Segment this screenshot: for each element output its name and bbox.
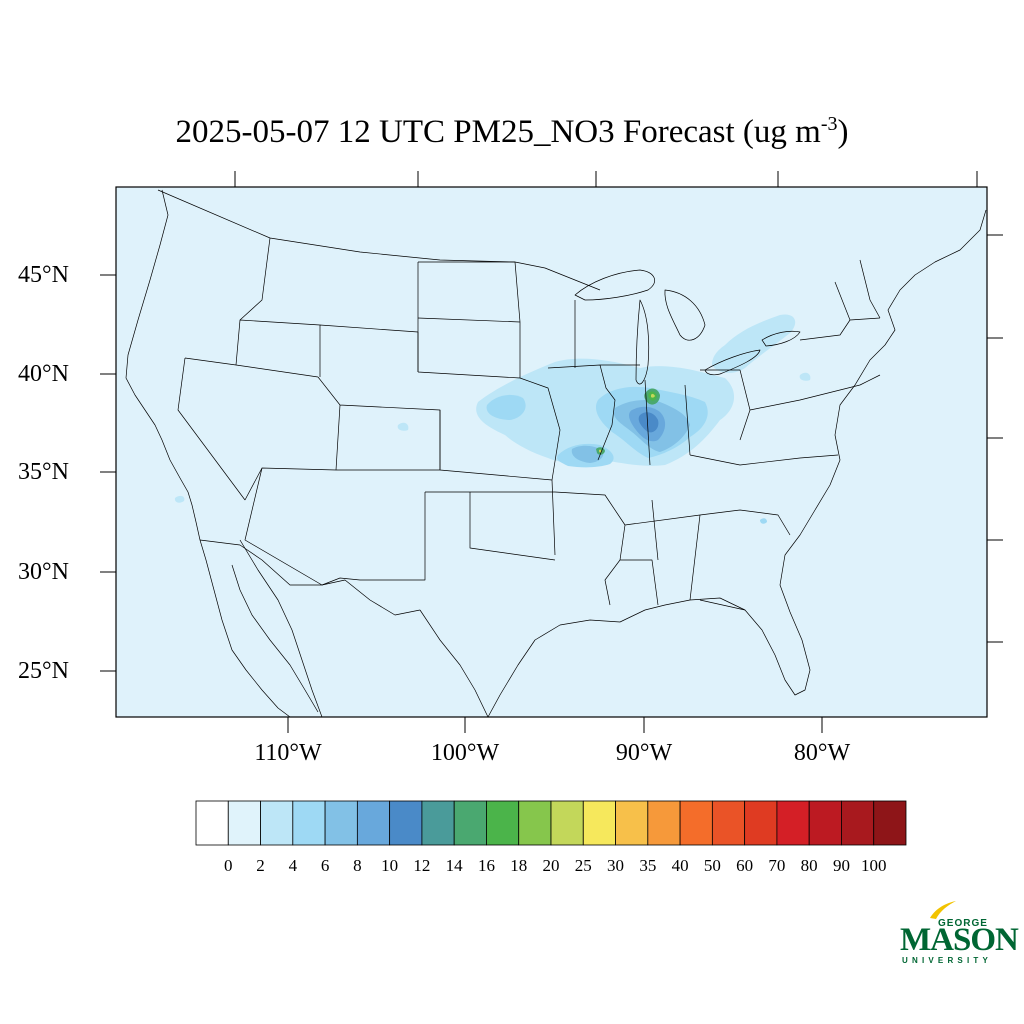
state-lines-plains [321, 261, 561, 586]
lat-label-35: 35°N [18, 459, 69, 485]
colorbar-tick-label: 25 [574, 856, 592, 875]
colorbar-swatch [421, 800, 455, 846]
colorbar-swatch [486, 800, 520, 846]
colorbar-tick-label: 30 [607, 856, 625, 875]
colorbar-swatch [195, 800, 229, 846]
region-6-8-west [571, 445, 604, 463]
colorbar-tick-label: 60 [736, 856, 754, 875]
logo-university: UNIVERSITY [902, 956, 993, 965]
colorbar-swatch [356, 800, 391, 846]
gulf-of-california [231, 564, 319, 713]
colorbar-tick-label: 10 [381, 856, 399, 875]
state-lines-midwest [514, 261, 839, 466]
great-lakes-ontario [761, 330, 801, 347]
colorbar-tick-label: 14 [445, 856, 463, 875]
colorbar-tick-label: 6 [320, 856, 330, 875]
colorbar-swatch [647, 800, 681, 846]
region-4-6-iowa [486, 394, 526, 420]
colorbar-tick-label: 16 [477, 856, 495, 875]
canada-border [157, 189, 601, 291]
colorbar-tick-label: 40 [671, 856, 689, 875]
lon-label-110w: 110°W [254, 740, 322, 766]
great-lakes-erie [704, 349, 761, 376]
state-lines-south [554, 491, 791, 611]
colorbar-tick-label: 100 [860, 856, 887, 875]
colorbar-swatch [615, 800, 649, 846]
colorbar-swatch [389, 800, 423, 846]
colorbar-swatch [808, 800, 842, 846]
colorbar-tick-label: 90 [832, 856, 850, 875]
baja-coast [199, 539, 291, 718]
mexico-west-coast [239, 539, 323, 718]
lat-label-30: 30°N [18, 559, 69, 585]
lat-label-25: 25°N [18, 658, 69, 684]
lat-label-45: 45°N [18, 262, 69, 288]
lat-label-40: 40°N [18, 361, 69, 387]
colorbar-tick-label: 4 [288, 856, 298, 875]
west-coast [125, 189, 201, 541]
map-title: 2025-05-07 12 UTC PM25_NO3 Forecast (ug … [175, 113, 849, 150]
colorbar-swatch [873, 800, 907, 846]
colorbar-tick-label: 18 [510, 856, 528, 875]
great-lakes-huron [664, 289, 706, 341]
great-lakes-michigan [635, 299, 650, 385]
region-small-co [397, 422, 409, 431]
colorbar-swatch [679, 800, 713, 846]
colorbar-swatch [453, 800, 487, 846]
colorbar-swatch [841, 800, 875, 846]
region-2-4-ontario [754, 318, 787, 344]
colorbar-tick-label: 70 [768, 856, 786, 875]
region-20-25-hotspot [651, 393, 655, 398]
lon-label-90w: 90°W [615, 740, 673, 766]
colorbar-swatch [744, 800, 778, 846]
region-small-ny [799, 372, 811, 381]
colorbar-tick-label: 0 [224, 856, 233, 875]
region-small-ca [174, 495, 185, 503]
lon-label-80w: 80°W [793, 740, 851, 766]
colorbar-tick-label: 50 [703, 856, 721, 875]
colorbar-tick-label: 2 [256, 856, 265, 875]
colorbar-tick-label: 35 [639, 856, 657, 875]
logo-mason: MASON [900, 922, 1019, 958]
map-ticks [100, 171, 1003, 733]
state-lines-border-mexico [199, 539, 421, 616]
swoosh-icon [930, 901, 956, 919]
colorbar-swatch [711, 800, 746, 846]
colorbar-swatch [550, 800, 584, 846]
region-10-12-core [638, 412, 659, 433]
colorbar-swatch [292, 800, 326, 846]
colorbar-tick-label: 12 [413, 856, 431, 875]
colorbar-swatch [582, 800, 616, 846]
lon-label-100w: 100°W [430, 740, 500, 766]
gmu-logo: GEORGE MASON UNIVERSITY [898, 898, 1019, 968]
geographic-boundaries [125, 189, 987, 718]
region-small-sc [760, 518, 767, 524]
colorbar-tick-label: 80 [800, 856, 818, 875]
great-lakes-superior [574, 269, 656, 301]
state-lines-northeast [799, 259, 881, 396]
colorbar-swatch [518, 800, 552, 846]
colorbar-tick-label: 20 [542, 856, 560, 875]
logo-george: GEORGE [938, 918, 988, 929]
colorbar-swatch [324, 800, 358, 846]
colorbar-tick-label: 8 [353, 856, 362, 875]
colorbar-swatch [260, 800, 294, 846]
colorbar [195, 800, 907, 846]
colorbar-swatch [227, 800, 261, 846]
colorbar-swatch [776, 800, 810, 846]
gulf-coast [419, 209, 987, 718]
